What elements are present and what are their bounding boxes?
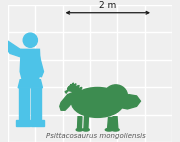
Polygon shape [31, 51, 43, 77]
Polygon shape [31, 120, 44, 126]
Circle shape [0, 40, 8, 47]
Ellipse shape [112, 129, 119, 131]
Polygon shape [60, 92, 75, 110]
Polygon shape [16, 120, 30, 126]
Ellipse shape [76, 129, 83, 131]
Polygon shape [20, 49, 40, 80]
Ellipse shape [71, 87, 123, 117]
Text: 2 m: 2 m [99, 1, 116, 10]
Polygon shape [113, 117, 118, 129]
Polygon shape [84, 117, 88, 129]
Polygon shape [19, 88, 29, 120]
Text: Psittacosaurus mongoliensis: Psittacosaurus mongoliensis [46, 133, 145, 139]
Polygon shape [18, 80, 42, 88]
Polygon shape [121, 95, 140, 109]
Ellipse shape [83, 129, 89, 131]
Ellipse shape [104, 85, 127, 107]
Polygon shape [65, 83, 82, 93]
Circle shape [23, 33, 37, 47]
Polygon shape [73, 91, 86, 105]
Polygon shape [4, 41, 28, 59]
Polygon shape [78, 117, 82, 129]
Polygon shape [31, 88, 41, 120]
Polygon shape [107, 117, 112, 129]
Ellipse shape [105, 129, 113, 131]
